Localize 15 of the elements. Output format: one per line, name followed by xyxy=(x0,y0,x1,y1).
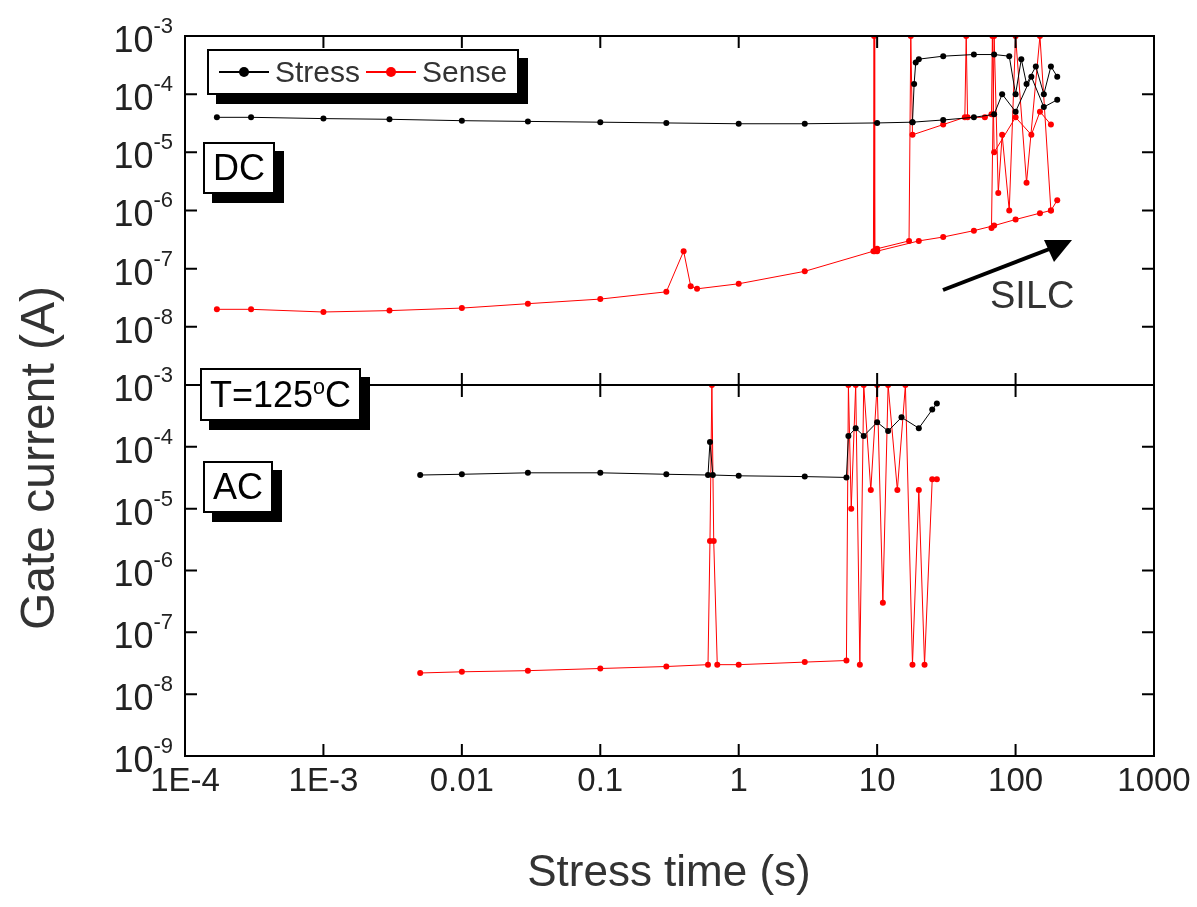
annotation: SILC xyxy=(990,274,1075,317)
annotation: AC xyxy=(203,461,274,513)
annotation: DC xyxy=(203,142,275,194)
x-tick-label: 1000 xyxy=(1117,761,1191,799)
x-tick-label: 0.1 xyxy=(577,761,624,799)
x-tick-label: 10 xyxy=(858,761,896,799)
annotation: T=125$^{o}$C xyxy=(200,368,362,421)
x-tick-label: 1 xyxy=(729,761,748,799)
y-axis-title: Gate current (A) xyxy=(10,284,65,633)
legend-label: Stress xyxy=(275,55,361,89)
legend-label: Sense xyxy=(422,55,508,89)
x-tick-label: 0.01 xyxy=(429,761,494,799)
x-tick-label: 100 xyxy=(988,761,1044,799)
x-axis-title: Stress time (s) xyxy=(526,846,812,896)
x-tick-label: 1E-3 xyxy=(288,761,359,799)
